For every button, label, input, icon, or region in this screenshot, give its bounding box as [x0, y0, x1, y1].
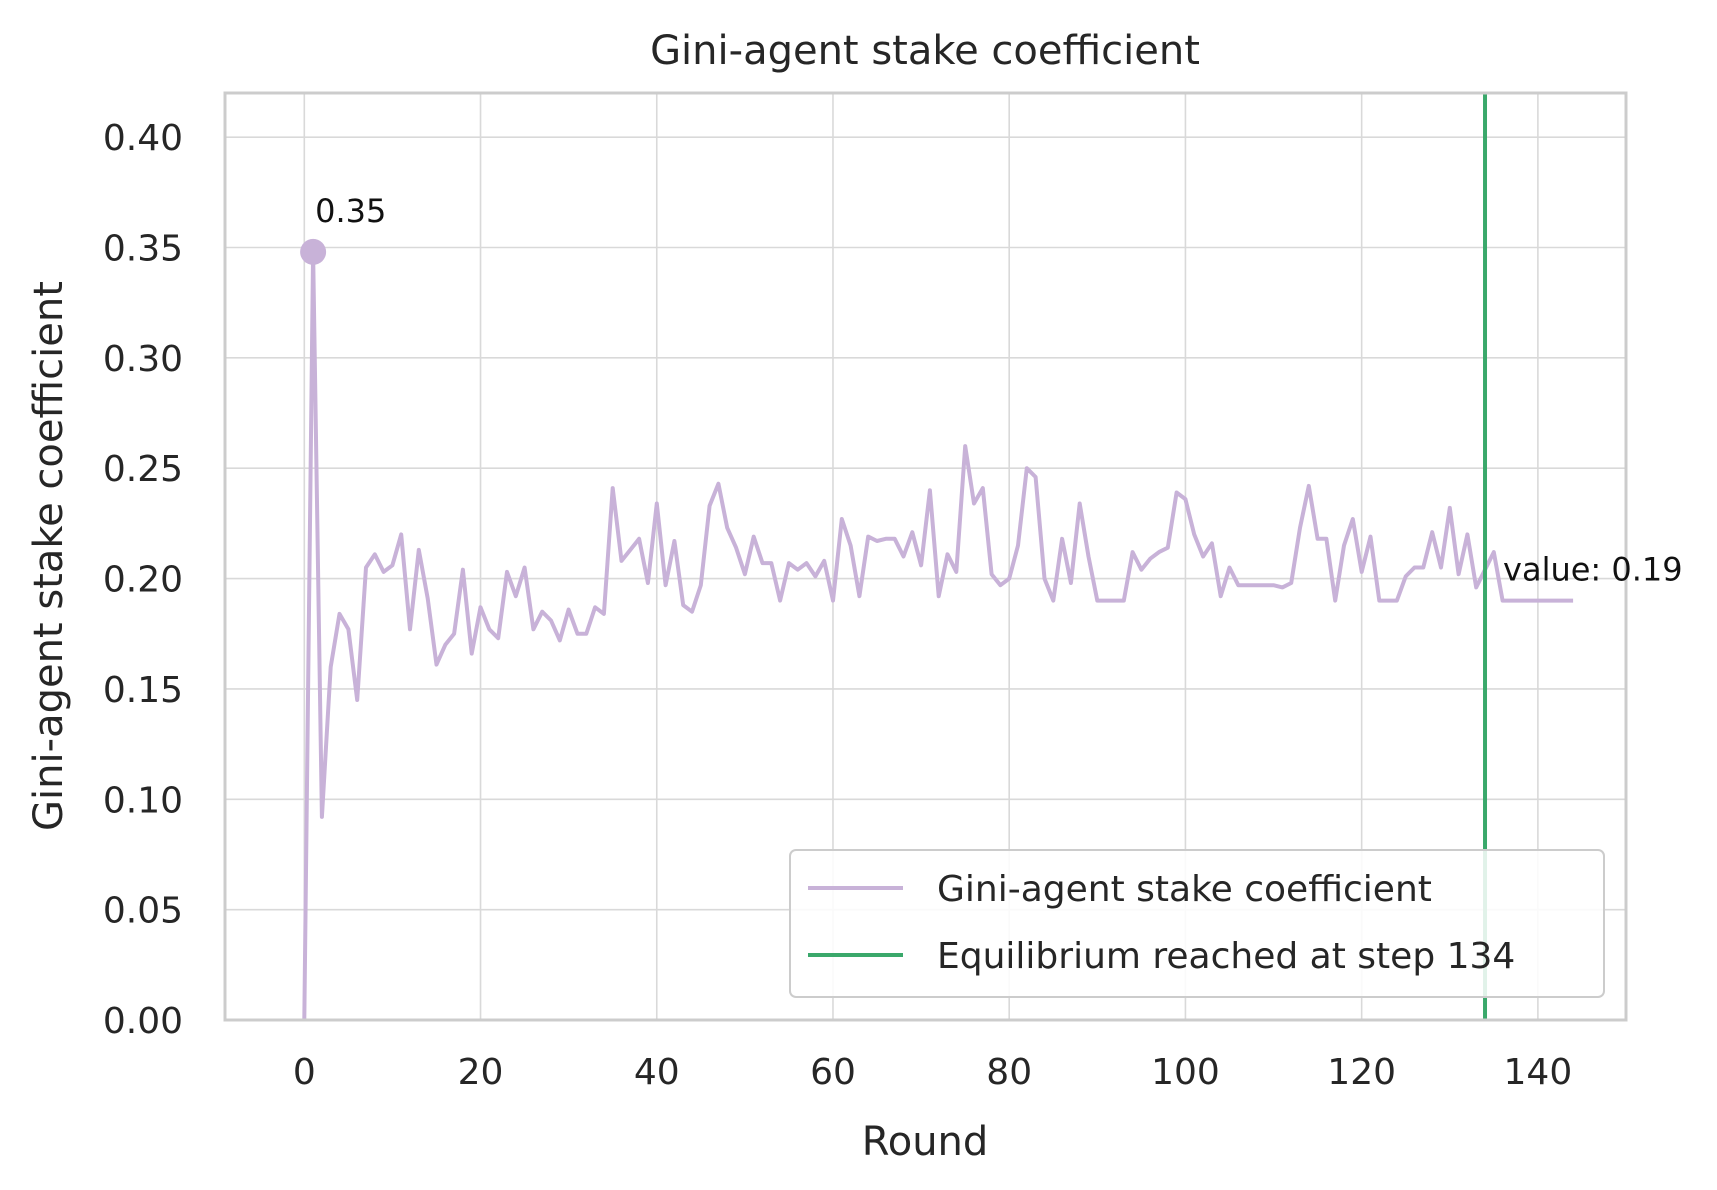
- peak-marker: [300, 238, 327, 265]
- y-tick-label: 0.00: [103, 1001, 183, 1042]
- x-tick-label: 40: [634, 1052, 680, 1093]
- annotations: 0.35 value: 0.19: [300, 192, 1683, 589]
- x-tick-label: 80: [986, 1052, 1032, 1093]
- y-tick-label: 0.15: [103, 670, 183, 711]
- series-line-gini: [302, 249, 1574, 1021]
- y-tick-label: 0.30: [103, 339, 183, 380]
- x-tick-label: 60: [810, 1052, 856, 1093]
- y-tick-label: 0.10: [103, 780, 183, 821]
- x-tick-label: 100: [1151, 1052, 1220, 1093]
- x-tick-label: 0: [293, 1052, 316, 1093]
- final-value-annotation: value: 0.19: [1503, 551, 1683, 589]
- legend-label-equilibrium: Equilibrium reached at step 134: [937, 936, 1515, 977]
- y-axis-title: Gini-agent stake coefficient: [26, 281, 72, 831]
- plot-frame: [223, 91, 1628, 1022]
- peak-annotation: 0.35: [315, 192, 386, 230]
- y-tick-label: 0.20: [103, 560, 183, 601]
- x-tick-label: 120: [1327, 1052, 1396, 1093]
- tick-labels: 0 20 40 60 80 100 120 140 0.00 0.05 0.10 0.15 0.20 0.…: [103, 118, 1572, 1093]
- y-tick-label: 0.35: [103, 229, 183, 270]
- y-tick-label: 0.05: [103, 891, 183, 932]
- legend-label-gini: Gini-agent stake coefficient: [937, 869, 1432, 910]
- x-tick-label: 20: [458, 1052, 504, 1093]
- legend: Gini-agent stake coefficient Equilibrium…: [789, 849, 1605, 998]
- legend-box: [789, 849, 1605, 998]
- chart-title: Gini-agent stake coefficient: [650, 28, 1200, 74]
- y-tick-label: 0.40: [103, 118, 183, 159]
- x-axis-title: Round: [862, 1119, 989, 1165]
- x-tick-label: 140: [1504, 1052, 1573, 1093]
- y-tick-label: 0.25: [103, 449, 183, 490]
